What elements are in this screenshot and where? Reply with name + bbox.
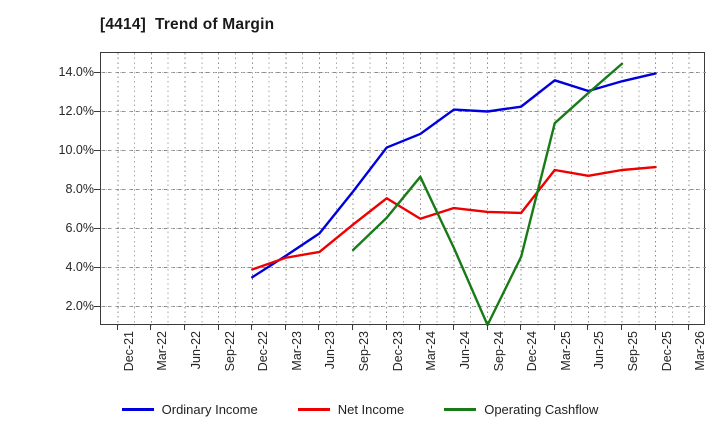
y-axis-tick-mark (94, 150, 100, 151)
x-axis-tick-mark (285, 325, 286, 330)
y-axis-tick-mark (94, 111, 100, 112)
x-axis-tick-label: Dec-23 (390, 331, 405, 372)
x-axis-tick-mark (520, 325, 521, 330)
y-axis-tick-mark (94, 228, 100, 229)
x-axis-tick-mark (587, 325, 588, 330)
legend-item[interactable]: Net Income (297, 402, 405, 417)
x-axis-tick-label: Mar-24 (424, 331, 439, 371)
legend-line-icon (121, 408, 154, 411)
y-axis-tick-label: 8.0% (65, 181, 95, 196)
x-axis-tick-mark (150, 325, 151, 330)
grid-lines (101, 53, 706, 326)
x-axis-tick-label: Mar-26 (693, 331, 708, 371)
legend-item[interactable]: Ordinary Income (121, 402, 258, 417)
x-axis-tick-label: Dec-21 (121, 331, 136, 372)
y-axis-tick-marks (94, 52, 101, 325)
x-axis-tick-mark (318, 325, 319, 330)
chart-legend: Ordinary Income Net Income Operating Cashf… (0, 402, 720, 417)
page-title: [4414] Trend of Margin (100, 16, 275, 33)
x-axis-tick-mark (251, 325, 252, 330)
x-axis-tick-mark (184, 325, 185, 330)
x-axis-tick-mark (419, 325, 420, 330)
legend-item[interactable]: Operating Cashflow (444, 402, 598, 417)
y-axis-tick-label: 14.0% (58, 64, 94, 79)
x-axis-tick-label: Mar-23 (289, 331, 304, 371)
series-lines (251, 62, 657, 326)
y-axis-labels: 2.0% 4.0% 6.0% 8.0% 10.0% 12.0% 14.0% (22, 52, 94, 325)
x-axis-tick-label: Mar-25 (558, 331, 573, 371)
y-axis-tick-mark (94, 72, 100, 73)
plot-area (100, 52, 706, 326)
x-axis-tick-mark (218, 325, 219, 330)
x-axis-tick-marks (100, 325, 705, 331)
x-axis-tick-mark (688, 325, 689, 330)
y-axis-tick-label: 10.0% (58, 142, 94, 157)
y-axis-tick-label: 12.0% (58, 103, 94, 118)
x-axis-tick-label: Jun-25 (592, 331, 607, 370)
y-axis-tick-label: 6.0% (65, 220, 95, 235)
x-axis-tick-mark (386, 325, 387, 330)
x-axis-labels: Dec-21 Mar-22 Jun-22 Sep-22 Dec-22 Mar-23 Jun-… (100, 331, 708, 393)
x-axis-tick-label: Jun-23 (323, 331, 338, 370)
x-axis-tick-label: Sep-23 (357, 331, 372, 372)
y-axis-tick-label: 4.0% (65, 259, 95, 274)
x-axis-tick-label: Jun-24 (457, 331, 472, 370)
x-axis-tick-label: Sep-25 (625, 331, 640, 372)
x-axis-tick-label: Jun-22 (189, 331, 204, 370)
x-axis-tick-mark (117, 325, 118, 330)
x-axis-tick-label: Dec-22 (256, 331, 271, 372)
legend-item-label: Operating Cashflow (484, 402, 599, 417)
x-axis-tick-mark (352, 325, 353, 330)
x-axis-tick-mark (453, 325, 454, 330)
x-axis-tick-mark (487, 325, 488, 330)
y-axis-tick-mark (94, 267, 100, 268)
legend-item-label: Ordinary Income (161, 402, 258, 417)
x-axis-tick-label: Sep-22 (222, 331, 237, 372)
legend-item-label: Net Income (337, 402, 405, 417)
x-axis-tick-label: Dec-25 (659, 331, 674, 372)
x-axis-tick-label: Mar-22 (155, 331, 170, 371)
y-axis-tick-mark (94, 189, 100, 190)
x-axis-tick-label: Dec-24 (525, 331, 540, 372)
x-axis-tick-label: Sep-24 (491, 331, 506, 372)
x-axis-tick-mark (655, 325, 656, 330)
x-axis-tick-mark (554, 325, 555, 330)
legend-line-icon (297, 408, 330, 411)
y-axis-tick-label: 2.0% (65, 298, 95, 313)
y-axis-tick-mark (94, 306, 100, 307)
x-axis-tick-mark (621, 325, 622, 330)
legend-line-icon (444, 408, 477, 411)
